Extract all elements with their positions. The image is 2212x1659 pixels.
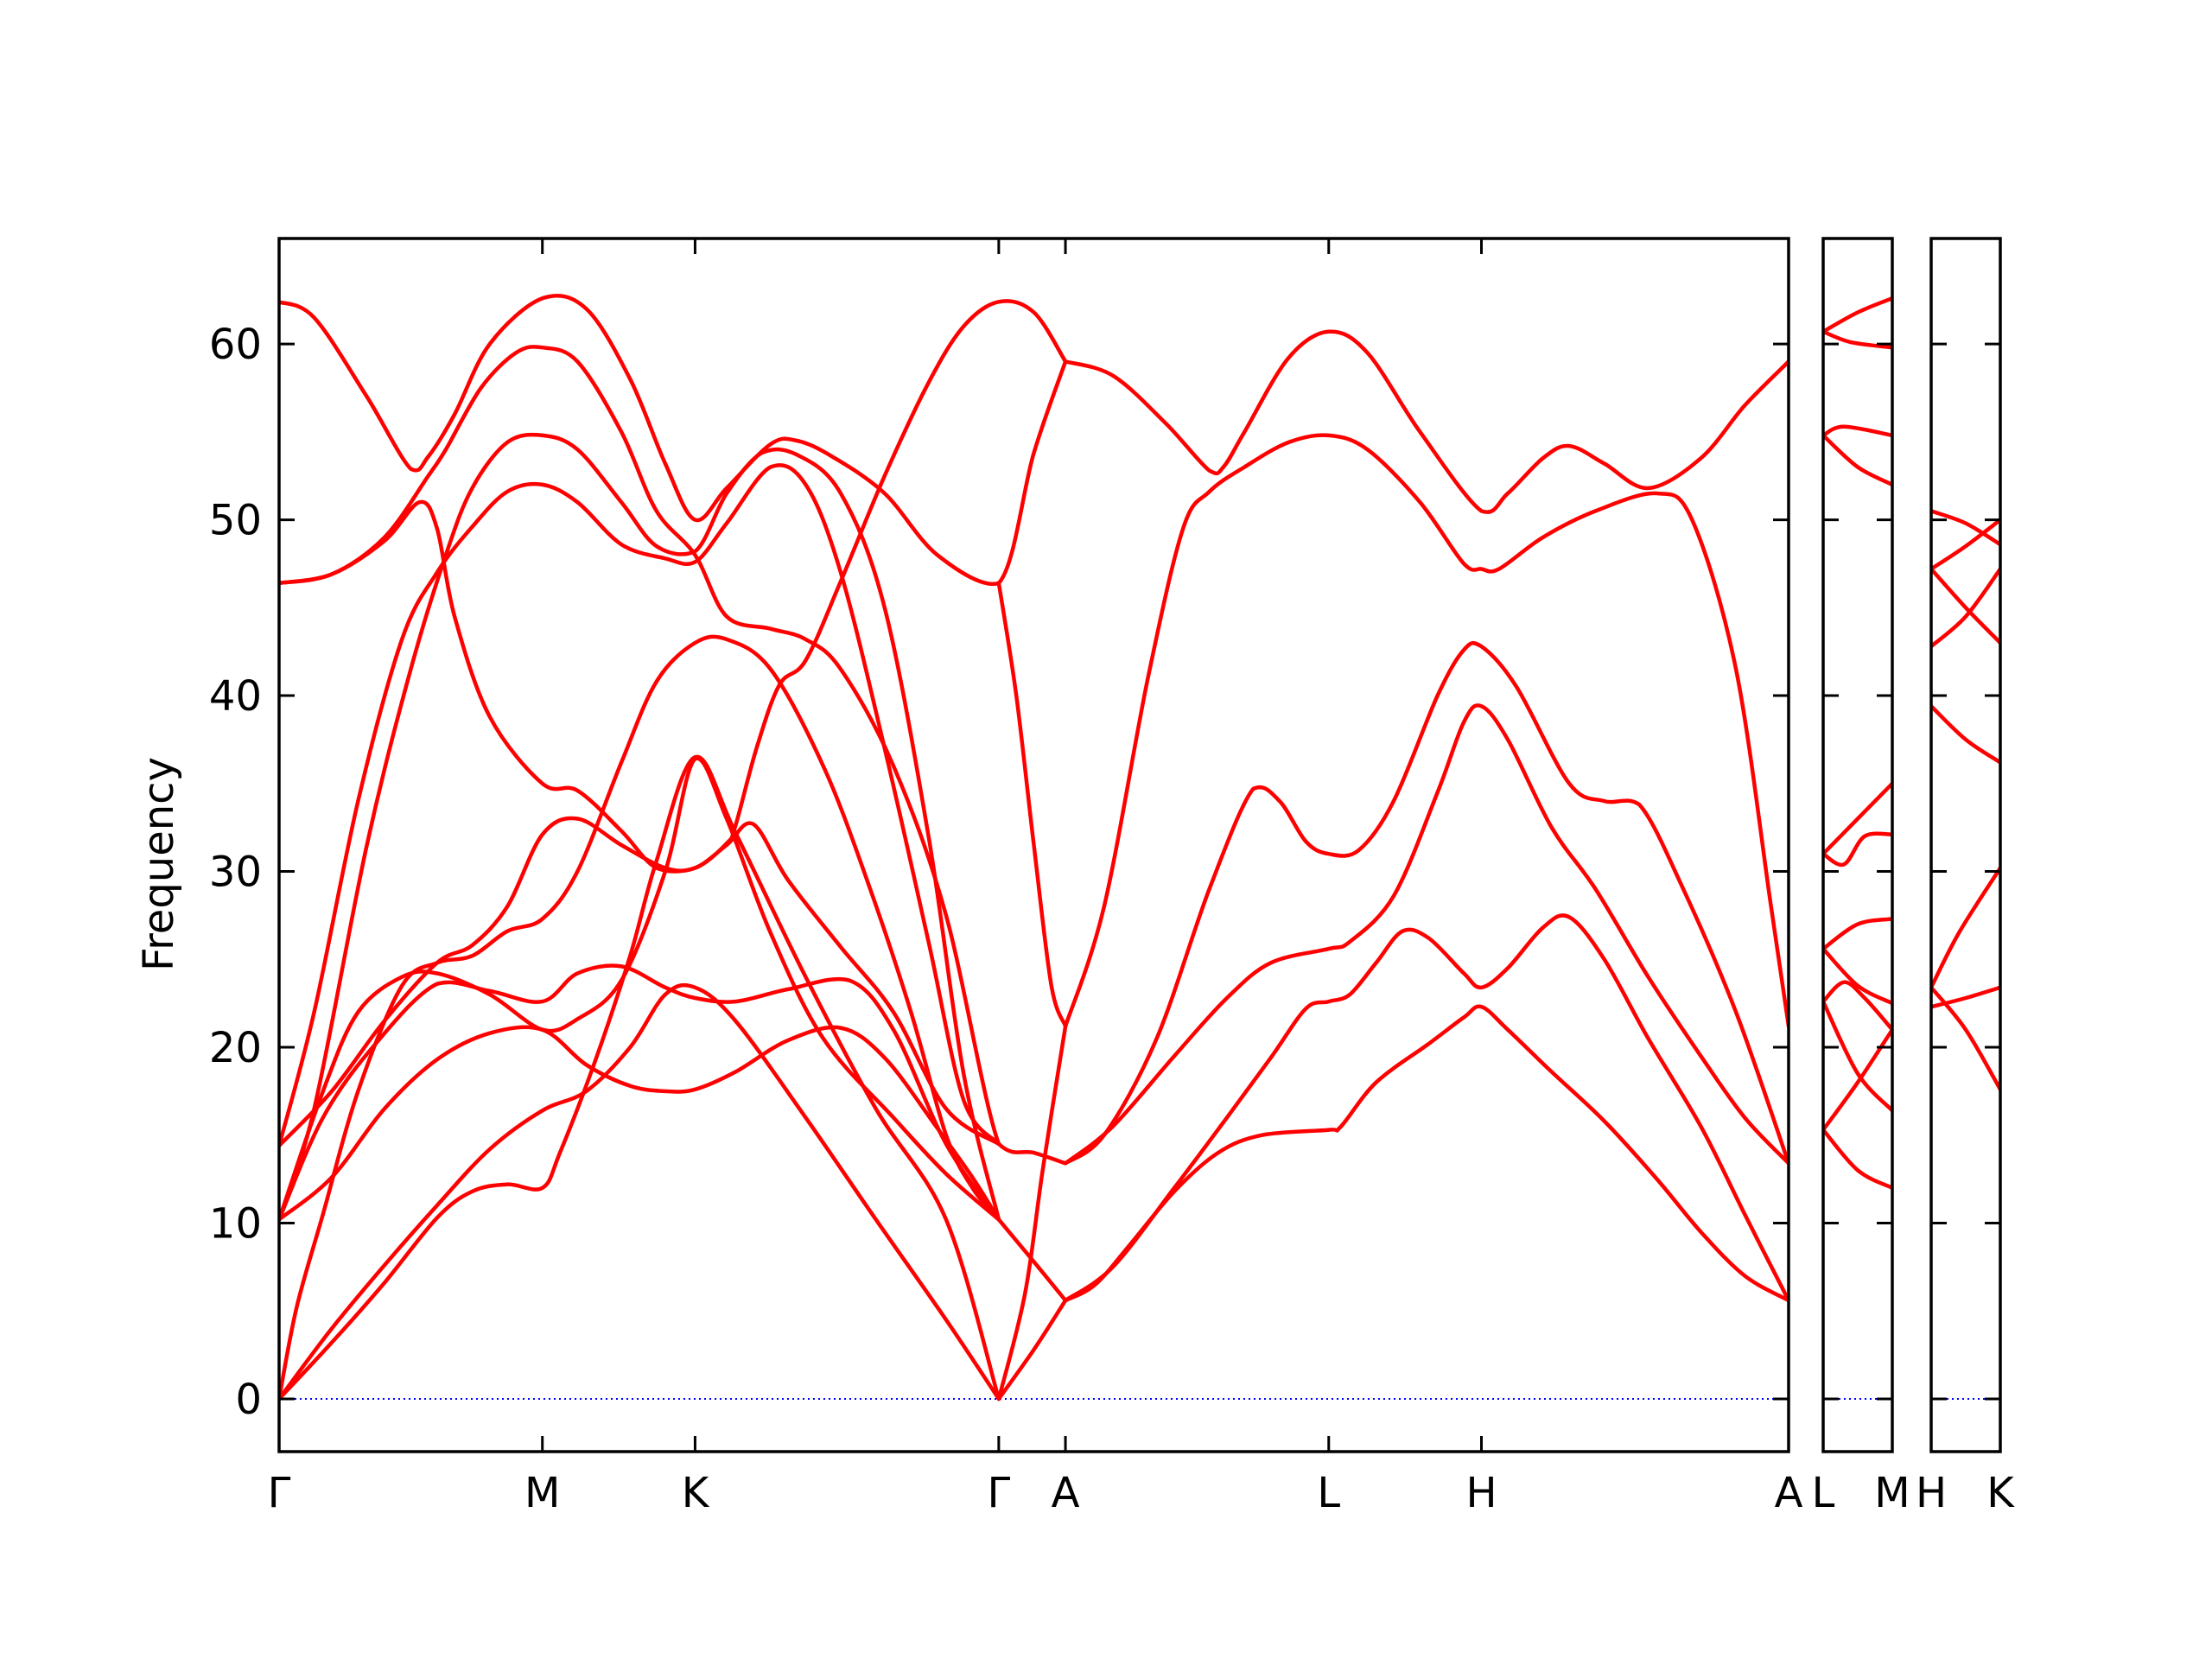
band-line (1931, 567, 2000, 645)
band-line (1931, 985, 2000, 1009)
band-line (279, 756, 1001, 1222)
band-line (1063, 329, 1789, 514)
band-line (1931, 704, 2000, 765)
band-line (279, 299, 1068, 874)
band-line (279, 982, 1001, 1402)
x-tick-label: L (1812, 1469, 1835, 1517)
band-line (1823, 424, 1892, 438)
y-tick-label: 40 (209, 672, 262, 721)
band-line (1063, 1004, 1789, 1303)
band-line (1063, 433, 1789, 1028)
band-line (1931, 866, 2000, 990)
y-axis-label: Frequency (135, 757, 183, 971)
band-line (1931, 567, 2000, 649)
band-line (1823, 946, 1892, 1006)
band-line (279, 294, 1068, 587)
panel-frame (277, 237, 1790, 1453)
band-line (1823, 1128, 1892, 1191)
band-line (1823, 831, 1892, 868)
band-line (279, 963, 1001, 1222)
y-tick-label: 20 (209, 1024, 262, 1072)
band-line (279, 345, 1068, 1166)
y-tick-labels: 0 10 20 30 40 50 60 (209, 321, 262, 1424)
band-line (1931, 509, 2000, 547)
band-line (279, 816, 1001, 1148)
band-line (1823, 917, 1892, 951)
band-line (1823, 1027, 1892, 1132)
x-tick-label: A (1052, 1469, 1080, 1517)
x-tick-label: L (1317, 1469, 1340, 1517)
band-line (279, 754, 1001, 1402)
band-line (1931, 985, 2000, 1092)
band-line (1823, 781, 1892, 856)
band-line (996, 581, 1068, 1028)
x-tick-label: H (1465, 1469, 1497, 1517)
band-line (996, 1024, 1068, 1402)
y-tick-label: 0 (235, 1376, 262, 1424)
band-line (1823, 999, 1892, 1113)
band-line (279, 1025, 1001, 1222)
band-line (996, 1217, 1068, 1303)
x-tick-label: Γ (268, 1469, 291, 1517)
band-line (279, 463, 1001, 1148)
band-line (1931, 518, 2000, 571)
x-tick-label: K (682, 1469, 710, 1517)
y-tick-label: 10 (209, 1199, 262, 1248)
band-line (279, 634, 1001, 1402)
band-lines (279, 294, 1789, 1402)
x-tick-label: K (1986, 1469, 2015, 1517)
band-line (279, 432, 1001, 1222)
y-tick-label: 50 (209, 497, 262, 545)
y-tick-label: 60 (209, 321, 262, 369)
x-tick-label: A (1775, 1469, 1803, 1517)
panel-frame (1821, 237, 1894, 1453)
x-tick-label: M (1874, 1469, 1910, 1517)
band-lines (1823, 296, 1892, 1191)
band-line (1823, 433, 1892, 487)
band-line (1063, 913, 1789, 1303)
panel-frame (1929, 237, 2002, 1453)
band-line (1063, 640, 1789, 1166)
y-tick-label: 30 (209, 849, 262, 897)
band-line (1823, 980, 1892, 1032)
band-line (996, 1298, 1068, 1402)
band-lines (1931, 509, 2000, 1092)
x-tick-label: M (524, 1469, 560, 1517)
x-tick-label: Γ (987, 1469, 1010, 1517)
band-line (1063, 703, 1789, 1166)
band-line (1823, 296, 1892, 334)
x-tick-label: H (1916, 1469, 1947, 1517)
band-line (1823, 329, 1892, 350)
